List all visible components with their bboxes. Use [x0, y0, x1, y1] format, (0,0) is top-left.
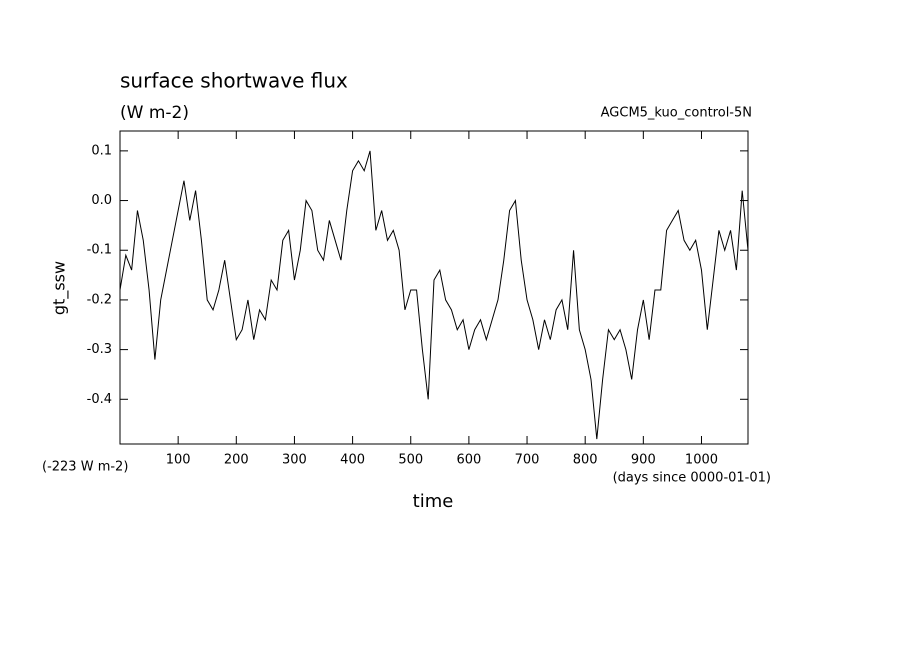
chart-subtitle: (W m-2) — [120, 103, 189, 123]
y-tick-label: 0.1 — [91, 143, 112, 158]
x-tick-label: 400 — [340, 453, 365, 468]
run-label: AGCM5_kuo_control-5N — [601, 106, 752, 121]
x-tick-label: 300 — [282, 453, 307, 468]
x-tick-label: 600 — [456, 453, 481, 468]
offset-label: (-223 W m-2) — [42, 460, 128, 475]
x-tick-label: 1000 — [685, 453, 718, 468]
x-tick-label: 900 — [631, 453, 656, 468]
y-tick-label: -0.3 — [87, 342, 112, 357]
chart-title: surface shortwave flux — [120, 69, 348, 93]
y-tick-label: 0.0 — [91, 193, 112, 208]
x-tick-label: 100 — [166, 453, 191, 468]
x-axis-label: time — [413, 491, 454, 512]
y-tick-label: -0.2 — [87, 292, 112, 307]
x-tick-label: 200 — [224, 453, 249, 468]
y-tick-label: -0.4 — [87, 392, 112, 407]
y-tick-label: -0.1 — [87, 243, 112, 258]
x-tick-label: 800 — [573, 453, 598, 468]
data-line — [119, 150, 749, 440]
x-tick-label: 500 — [398, 453, 423, 468]
x-tick-label: 700 — [515, 453, 540, 468]
y-axis-label: gt_ssw — [50, 261, 70, 315]
units-label: (days since 0000-01-01) — [613, 471, 771, 486]
